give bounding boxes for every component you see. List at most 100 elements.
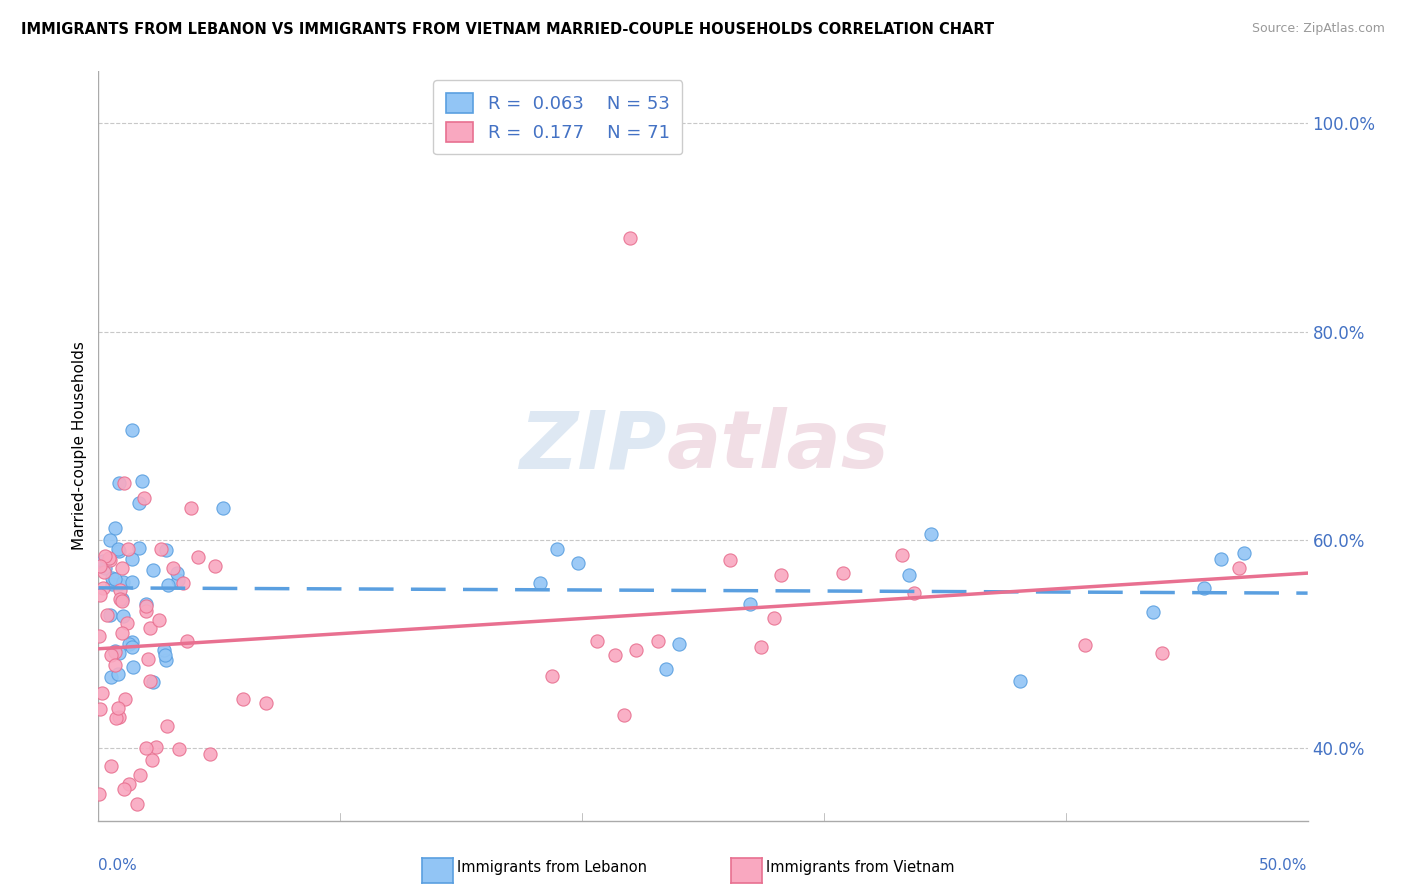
Point	[107, 541, 129, 556]
Point	[141, 753, 163, 767]
Point	[118, 777, 141, 791]
Point	[89, 589, 111, 603]
Point	[111, 626, 134, 640]
Point	[1192, 581, 1215, 595]
Point	[156, 577, 179, 591]
Point	[762, 611, 785, 625]
Point	[1142, 605, 1164, 619]
Point	[108, 647, 131, 661]
Point	[770, 568, 793, 582]
Point	[100, 670, 122, 684]
Point	[1008, 673, 1031, 688]
Point	[121, 635, 143, 649]
Point	[104, 711, 127, 725]
Point	[135, 604, 157, 618]
Point	[121, 640, 143, 654]
Point	[104, 645, 127, 659]
Point	[149, 541, 172, 556]
Point	[172, 576, 194, 591]
Point	[619, 231, 641, 245]
Point	[152, 643, 174, 657]
Point	[128, 541, 150, 555]
Point	[139, 673, 162, 688]
Point	[1233, 546, 1256, 560]
Point	[529, 575, 551, 590]
Point	[156, 719, 179, 733]
Point	[180, 501, 202, 516]
Point	[169, 742, 191, 756]
Point	[1152, 646, 1174, 660]
Point	[108, 576, 131, 591]
Point	[738, 598, 761, 612]
Point	[155, 653, 177, 667]
Point	[100, 577, 122, 591]
Y-axis label: Married-couple Households: Married-couple Households	[72, 342, 87, 550]
Point	[114, 691, 136, 706]
Point	[87, 788, 110, 802]
Point	[891, 549, 914, 563]
Point	[1227, 561, 1250, 575]
Point	[117, 541, 139, 556]
Point	[585, 634, 607, 648]
Point	[139, 621, 162, 635]
Point	[204, 559, 226, 574]
Point	[718, 553, 741, 567]
Point	[104, 657, 127, 672]
Point	[920, 527, 942, 541]
Point	[104, 572, 127, 586]
Point	[176, 634, 198, 648]
Text: IMMIGRANTS FROM LEBANON VS IMMIGRANTS FROM VIETNAM MARRIED-COUPLE HOUSEHOLDS COR: IMMIGRANTS FROM LEBANON VS IMMIGRANTS FR…	[21, 22, 994, 37]
Point	[832, 566, 855, 580]
Point	[749, 640, 772, 654]
Point	[166, 566, 188, 581]
Point	[89, 701, 111, 715]
Point	[93, 565, 115, 579]
Point	[110, 561, 132, 575]
Point	[1074, 638, 1097, 652]
Point	[100, 759, 122, 773]
Point	[567, 556, 589, 570]
Point	[167, 574, 190, 588]
Point	[135, 741, 157, 756]
Point	[118, 637, 141, 651]
Point	[254, 696, 277, 710]
Point	[111, 593, 134, 607]
Point	[903, 586, 925, 600]
Point	[108, 591, 131, 606]
Point	[187, 550, 209, 565]
Point	[112, 574, 135, 589]
Point	[153, 648, 176, 662]
Point	[647, 633, 669, 648]
Point	[107, 667, 129, 681]
Point	[111, 592, 134, 607]
Point	[898, 567, 921, 582]
Point	[93, 560, 115, 574]
Point	[100, 648, 122, 662]
Point	[108, 582, 131, 597]
Point	[98, 552, 121, 566]
Point	[87, 629, 110, 643]
Point	[108, 543, 131, 558]
Point	[96, 607, 118, 622]
Point	[212, 500, 235, 515]
Point	[121, 551, 143, 566]
Point	[128, 496, 150, 510]
Point	[108, 476, 131, 491]
Point	[135, 599, 157, 614]
Text: 0.0%: 0.0%	[98, 858, 138, 873]
Point	[546, 541, 568, 556]
Point	[115, 615, 138, 630]
Point	[112, 609, 135, 624]
Text: 50.0%: 50.0%	[1260, 858, 1308, 873]
Point	[232, 691, 254, 706]
Point	[134, 491, 156, 506]
Point	[128, 768, 150, 782]
Point	[136, 651, 159, 665]
Point	[112, 476, 135, 491]
Point	[91, 581, 114, 595]
Text: Immigrants from Vietnam: Immigrants from Vietnam	[766, 860, 955, 874]
Point	[104, 644, 127, 658]
Point	[91, 686, 114, 700]
Point	[108, 710, 131, 724]
Point	[94, 549, 117, 564]
